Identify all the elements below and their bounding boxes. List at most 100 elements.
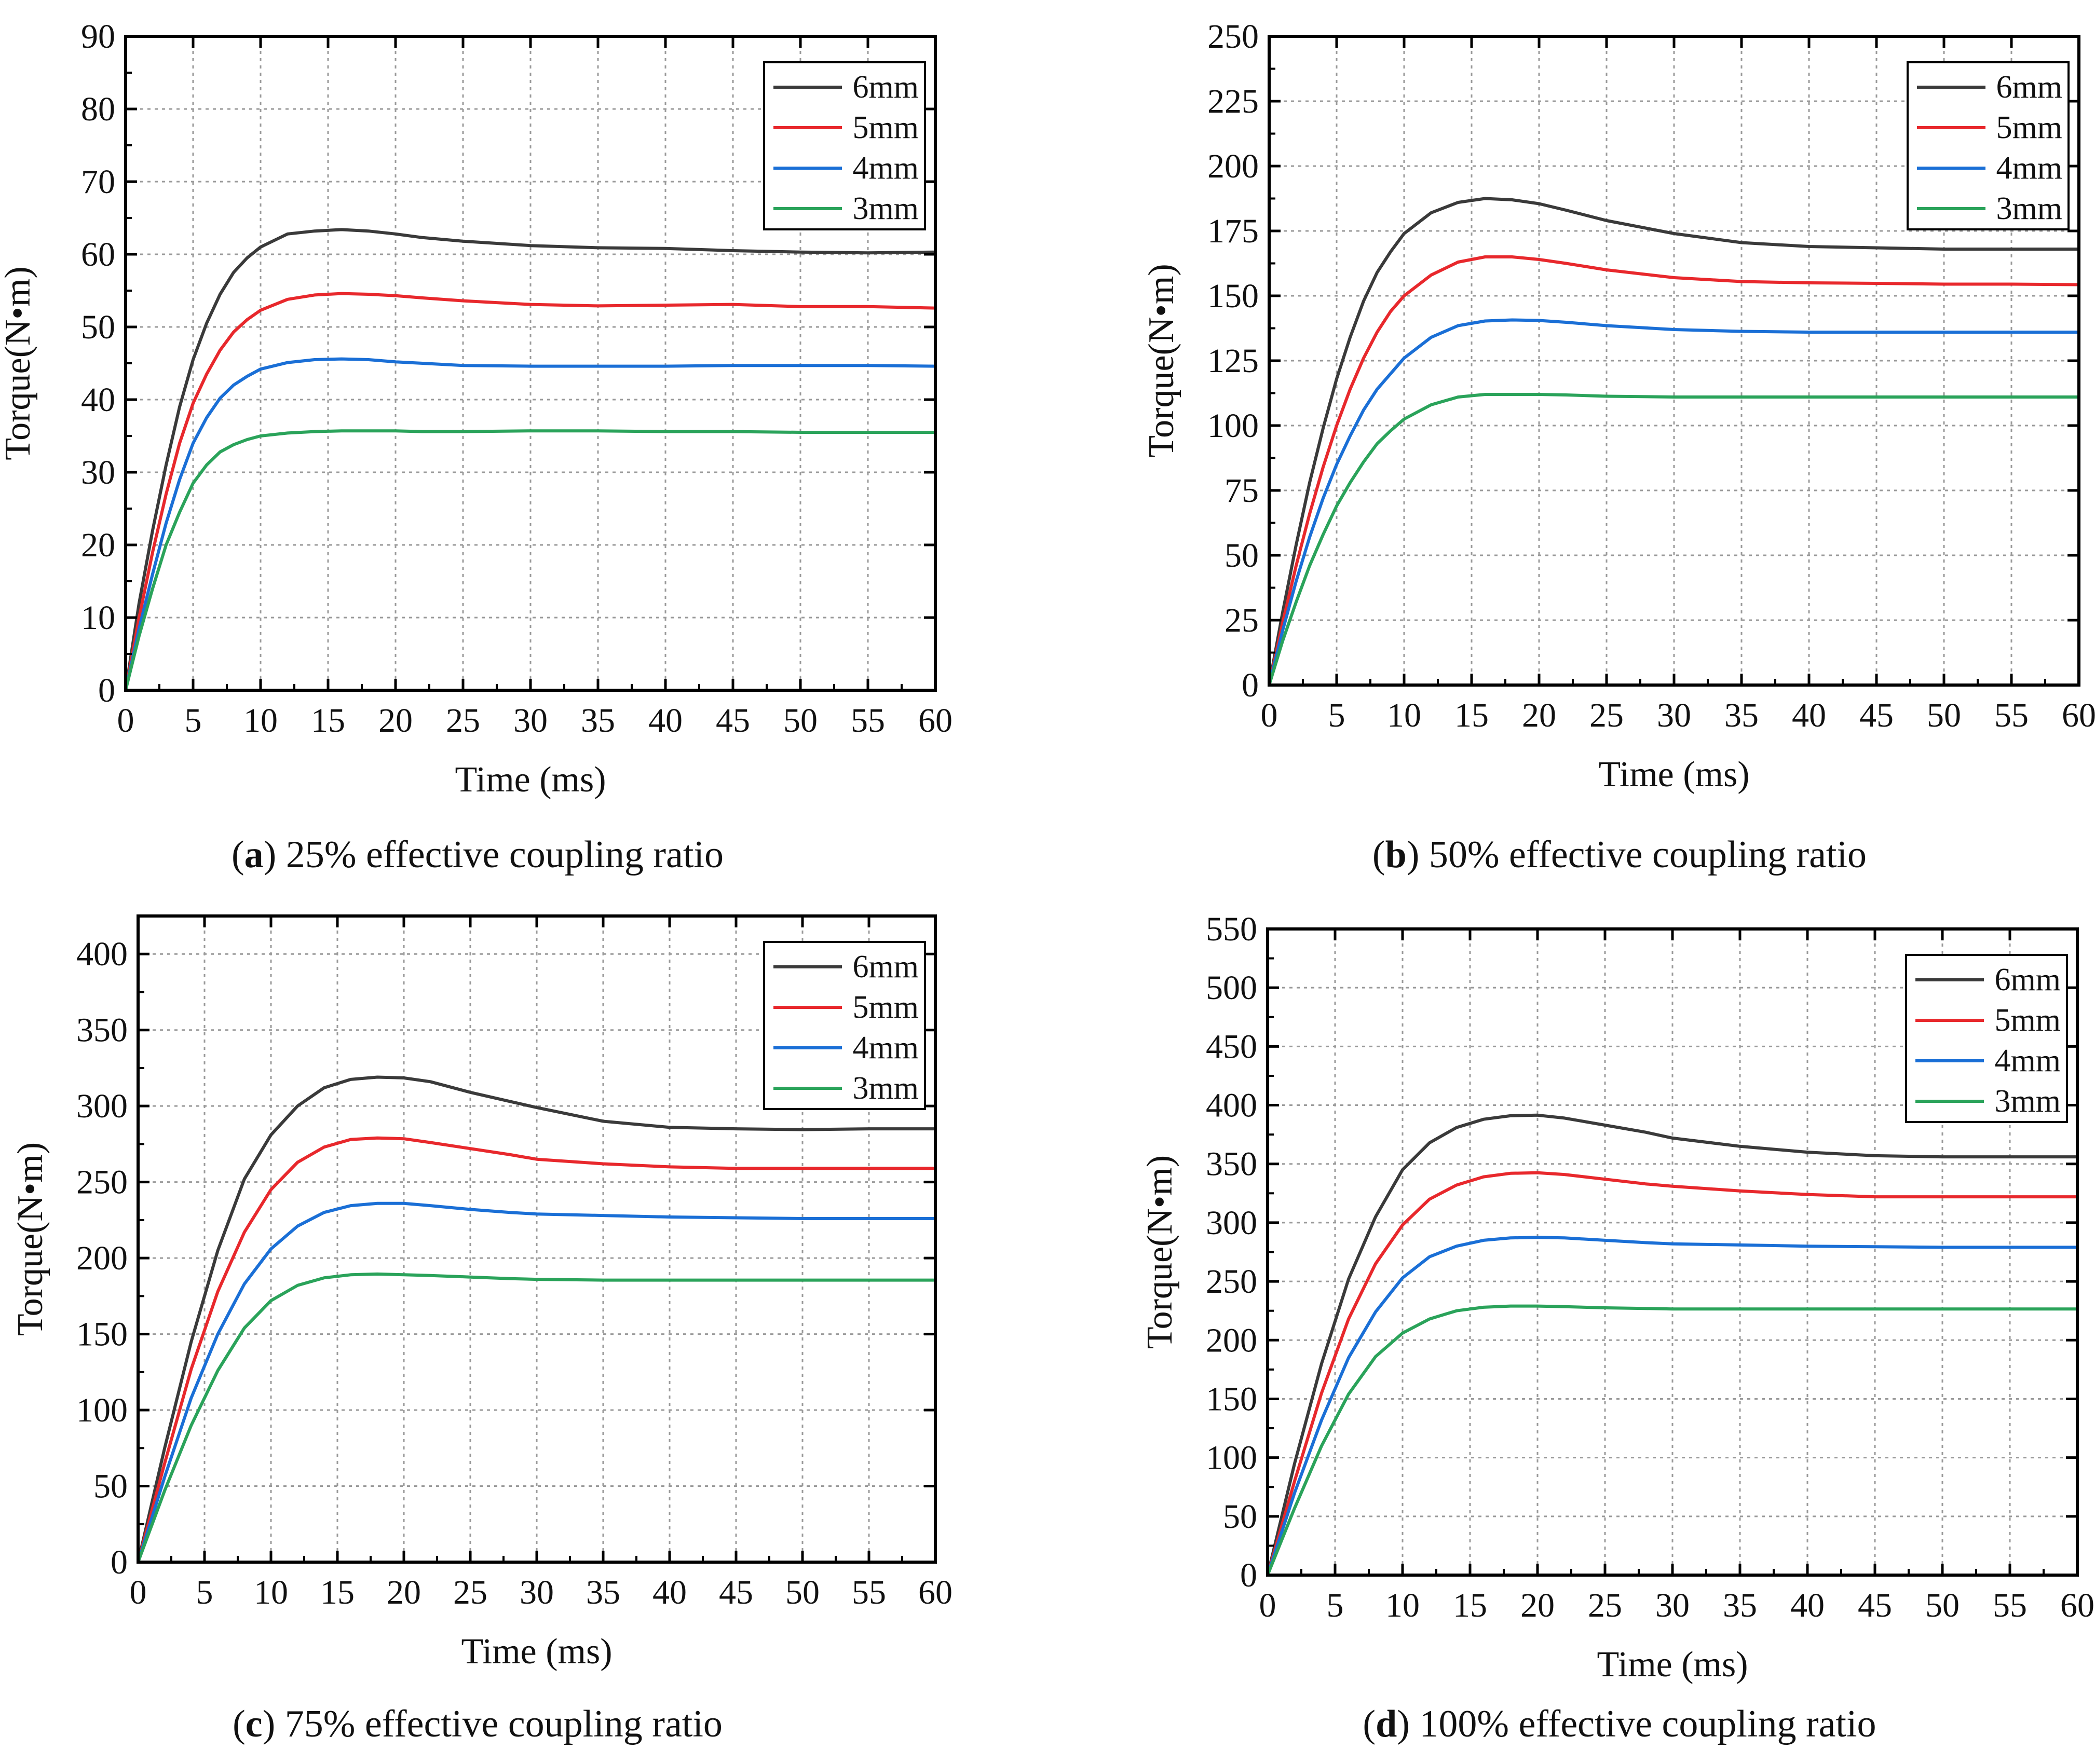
caption-text-b: 50% effective coupling ratio bbox=[1429, 833, 1867, 876]
series-line-3mm bbox=[1268, 393, 2079, 686]
legend-label-4mm: 4mm bbox=[1996, 151, 2062, 186]
legend-label-4mm: 4mm bbox=[1995, 1043, 2061, 1078]
x-tick-label: 60 bbox=[2062, 696, 2095, 734]
y-axis-label: Torque(N•m) bbox=[10, 1142, 50, 1336]
x-axis-label: Time (ms) bbox=[455, 760, 606, 800]
y-tick-label: 75 bbox=[1225, 472, 1259, 510]
x-tick-label: 0 bbox=[130, 1574, 147, 1611]
x-tick-label: 25 bbox=[453, 1574, 487, 1611]
x-tick-label: 55 bbox=[852, 1574, 886, 1611]
legend-label-6mm: 6mm bbox=[1996, 70, 2062, 105]
x-tick-label: 55 bbox=[1994, 696, 2029, 734]
caption-letter-b: b bbox=[1385, 833, 1407, 876]
y-tick-label: 200 bbox=[1207, 147, 1259, 185]
y-tick-label: 150 bbox=[1206, 1380, 1257, 1418]
gridlines bbox=[138, 916, 935, 1562]
y-tick-label: 0 bbox=[111, 1543, 128, 1581]
y-tick-label: 125 bbox=[1207, 342, 1259, 380]
y-tick-label: 350 bbox=[1206, 1145, 1257, 1183]
x-tick-label: 20 bbox=[387, 1574, 421, 1611]
y-tick-label: 225 bbox=[1207, 83, 1259, 120]
x-tick-label: 0 bbox=[117, 702, 134, 740]
x-tick-label: 30 bbox=[1655, 1587, 1690, 1624]
x-tick-label: 10 bbox=[254, 1574, 288, 1611]
caption-letter-a: a bbox=[244, 833, 264, 876]
gridlines bbox=[1269, 36, 2079, 685]
y-tick-label: 0 bbox=[1242, 666, 1259, 704]
x-tick-label: 45 bbox=[1859, 696, 1894, 734]
x-tick-label: 40 bbox=[1792, 696, 1826, 734]
series-line-6mm bbox=[1266, 1113, 2077, 1576]
legend-label-3mm: 3mm bbox=[1996, 191, 2062, 226]
x-tick-label: 45 bbox=[716, 702, 750, 740]
y-tick-label: 100 bbox=[1206, 1439, 1257, 1477]
y-tick-label: 300 bbox=[1206, 1204, 1257, 1242]
x-tick-label: 10 bbox=[1387, 696, 1421, 734]
y-tick-label: 300 bbox=[76, 1087, 128, 1125]
y-tick-label: 25 bbox=[1225, 601, 1259, 639]
caption-text-d: 100% effective coupling ratio bbox=[1419, 1703, 1876, 1745]
chart-c: 0 5 10 15 20 25 30 35 40 45 50 55 60 0 50 100 150 200 250 3… bbox=[10, 914, 953, 1672]
y-tick-label: 550 bbox=[1206, 910, 1257, 948]
x-tick-label: 5 bbox=[1327, 1587, 1344, 1624]
series-line-5mm bbox=[124, 292, 936, 691]
y-tick-label: 50 bbox=[81, 308, 115, 346]
legend-label-5mm: 5mm bbox=[853, 990, 919, 1025]
caption-panel-d: (d) 100% effective coupling ratio bbox=[1363, 1703, 1876, 1745]
x-tick-label: 45 bbox=[719, 1574, 753, 1611]
series-line-4mm bbox=[1268, 318, 2079, 686]
x-tick-label: 30 bbox=[520, 1574, 554, 1611]
x-tick-label: 50 bbox=[785, 1574, 820, 1611]
x-tick-label: 15 bbox=[1454, 696, 1489, 734]
legend: 6mm 5mm 4mm 3mm bbox=[1905, 954, 2068, 1123]
y-tick-label: 350 bbox=[76, 1011, 128, 1049]
legend: 6mm 5mm 4mm 3mm bbox=[763, 61, 926, 230]
caption-panel-c: (c) 75% effective coupling ratio bbox=[233, 1703, 723, 1745]
x-tick-label: 15 bbox=[311, 702, 345, 740]
series-line-5mm bbox=[137, 1136, 935, 1563]
y-tick-label: 150 bbox=[1207, 277, 1259, 315]
y-tick-label: 80 bbox=[81, 90, 115, 128]
chart-d: 0 5 10 15 20 25 30 35 40 45 50 55 60 0 50 100 150 200 250 3… bbox=[1140, 910, 2094, 1685]
y-tick-label: 400 bbox=[76, 935, 128, 973]
x-tick-label: 30 bbox=[513, 702, 548, 740]
x-tick-label: 5 bbox=[1328, 696, 1345, 734]
x-tick-label: 35 bbox=[586, 1574, 620, 1611]
series-line-6mm bbox=[137, 1075, 935, 1563]
legend-label-3mm: 3mm bbox=[1995, 1084, 2061, 1119]
series-line-5mm bbox=[1266, 1171, 2077, 1576]
legend-label-3mm: 3mm bbox=[853, 1071, 919, 1106]
y-tick-label: 40 bbox=[81, 381, 115, 419]
legend-box bbox=[1907, 61, 2070, 230]
legend-label-5mm: 5mm bbox=[1995, 1003, 2061, 1038]
x-axis-label: Time (ms) bbox=[1598, 755, 1749, 795]
x-tick-label: 10 bbox=[1385, 1587, 1420, 1624]
y-tick-label: 175 bbox=[1207, 212, 1259, 250]
caption-text-a: 25% effective coupling ratio bbox=[285, 833, 724, 876]
y-tick-label: 100 bbox=[76, 1391, 128, 1429]
x-tick-label: 0 bbox=[1259, 1587, 1276, 1624]
series-line-4mm bbox=[137, 1201, 935, 1563]
legend-label-4mm: 4mm bbox=[853, 1030, 919, 1065]
legend-box bbox=[1905, 954, 2068, 1123]
legend-box bbox=[763, 61, 926, 230]
x-tick-label: 5 bbox=[185, 702, 202, 740]
y-tick-label: 0 bbox=[1240, 1556, 1257, 1594]
y-tick-label: 200 bbox=[1206, 1321, 1257, 1359]
series-line-4mm bbox=[1266, 1236, 2077, 1576]
y-tick-label: 150 bbox=[76, 1316, 128, 1353]
y-tick-label: 250 bbox=[76, 1164, 128, 1201]
legend-box bbox=[763, 941, 926, 1110]
x-tick-label: 55 bbox=[851, 702, 885, 740]
x-tick-label: 5 bbox=[196, 1574, 213, 1611]
y-tick-label: 0 bbox=[98, 672, 115, 709]
y-tick-label: 50 bbox=[93, 1468, 128, 1506]
x-tick-label: 35 bbox=[1723, 1587, 1757, 1624]
x-tick-label: 40 bbox=[648, 702, 683, 740]
x-tick-label: 25 bbox=[1588, 1587, 1622, 1624]
x-tick-label: 15 bbox=[320, 1574, 355, 1611]
y-tick-label: 250 bbox=[1206, 1263, 1257, 1301]
x-tick-label: 25 bbox=[446, 702, 480, 740]
series-line-6mm bbox=[1268, 197, 2079, 686]
